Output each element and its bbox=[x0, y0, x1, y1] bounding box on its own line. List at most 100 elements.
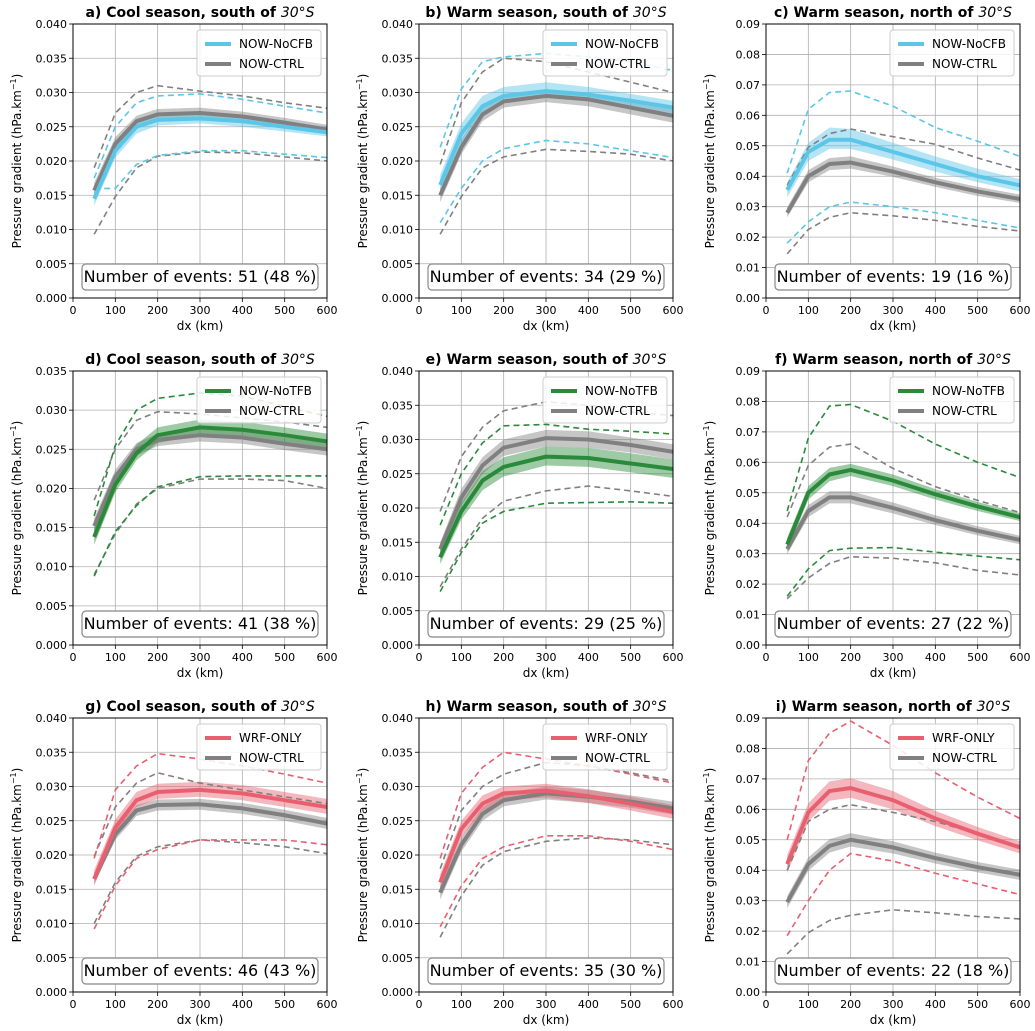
quantile-line bbox=[93, 478, 327, 575]
quantile-line bbox=[93, 151, 327, 235]
events-count: Number of events: 34 (29 %) bbox=[430, 267, 663, 286]
plot-area bbox=[438, 52, 673, 235]
y-tick-label: 0.040 bbox=[36, 18, 68, 31]
events-count: Number of events: 35 (30 %) bbox=[430, 961, 663, 980]
y-tick-label: 0.010 bbox=[382, 224, 414, 237]
quantile-line bbox=[93, 84, 327, 169]
x-tick-label: 300 bbox=[190, 651, 211, 664]
axes-frame bbox=[765, 717, 1021, 993]
panel-h: 0.000 0.005 0.010 0.015 0.020 0.025 0.030 0.035… bbox=[355, 699, 684, 1027]
median-line bbox=[92, 433, 327, 527]
legend-label: NOW-NoCFB bbox=[585, 37, 659, 51]
plot-area bbox=[438, 751, 673, 938]
x-tick-label: 0 bbox=[70, 651, 77, 664]
y-axis-label: Pressure gradient (hPa.km−1) bbox=[702, 421, 717, 596]
y-tick-label: 0.020 bbox=[36, 155, 68, 168]
panel-title-main: g) Cool season, south of bbox=[85, 699, 281, 715]
y-tick-label: 0.020 bbox=[382, 849, 414, 862]
y-tick-label: 0.015 bbox=[382, 883, 414, 896]
quantile-line bbox=[439, 148, 673, 235]
y-tick-label: 0.040 bbox=[382, 365, 414, 378]
y-tick-label: 0.005 bbox=[36, 952, 68, 965]
panel-title-suffix: 30°S bbox=[633, 699, 667, 715]
axes-frame bbox=[765, 370, 1021, 646]
y-axis-label-main: Pressure gradient (hPa.km bbox=[703, 90, 717, 248]
y-axis-label-sup: −1 bbox=[355, 772, 364, 784]
panel-g: 0.000 0.005 0.010 0.015 0.020 0.025 0.030 0.035… bbox=[9, 699, 338, 1027]
y-tick-label: 0.015 bbox=[36, 522, 68, 535]
panel-title: e) Warm season, south of 30°S bbox=[426, 352, 667, 368]
y-tick-label: 0.030 bbox=[382, 434, 414, 447]
x-tick-label: 0 bbox=[763, 998, 770, 1011]
y-axis-label: Pressure gradient (hPa.km−1) bbox=[702, 74, 717, 249]
x-tick-label: 300 bbox=[883, 998, 904, 1011]
panel-title: d) Cool season, south of 30°S bbox=[85, 352, 315, 368]
events-count: Number of events: 19 (16 %) bbox=[777, 267, 1010, 286]
median-line bbox=[438, 788, 673, 884]
panel-title-main: a) Cool season, south of bbox=[85, 5, 280, 21]
x-tick-label: 400 bbox=[578, 998, 599, 1011]
x-tick-label: 600 bbox=[317, 304, 338, 317]
median-line bbox=[92, 425, 327, 538]
y-tick-label: 0.09 bbox=[736, 365, 761, 378]
x-tick-label: 200 bbox=[147, 651, 168, 664]
quantile-line bbox=[786, 443, 1020, 518]
y-tick-label: 0.00 bbox=[736, 292, 761, 305]
panel-title-main: h) Warm season, south of bbox=[425, 699, 632, 715]
plot-area bbox=[785, 90, 1020, 255]
events-count: Number of events: 27 (22 %) bbox=[777, 614, 1010, 633]
y-tick-label: 0.025 bbox=[382, 815, 414, 828]
quantile-line bbox=[93, 93, 327, 179]
x-tick-label: 400 bbox=[232, 304, 253, 317]
panel-title-suffix: 30°S bbox=[978, 5, 1012, 21]
legend-label: NOW-CTRL bbox=[585, 57, 650, 71]
x-tick-label: 600 bbox=[1010, 998, 1031, 1011]
events-count: Number of events: 46 (43 %) bbox=[84, 961, 317, 980]
y-axis-label-sup: −1 bbox=[702, 772, 711, 784]
panel-title-suffix: 30°S bbox=[281, 5, 315, 21]
events-count: Number of events: 29 (25 %) bbox=[430, 614, 663, 633]
x-tick-label: 500 bbox=[274, 651, 295, 664]
panel-title-suffix: 30°S bbox=[977, 699, 1011, 715]
quantile-line bbox=[94, 149, 327, 190]
y-tick-label: 0.00 bbox=[736, 986, 761, 999]
quantile-line bbox=[786, 128, 1020, 186]
y-tick-label: 0.03 bbox=[736, 548, 761, 561]
y-tick-label: 0.040 bbox=[36, 712, 68, 725]
y-tick-label: 0.035 bbox=[36, 746, 68, 759]
quantile-line bbox=[439, 501, 673, 592]
median-line bbox=[785, 137, 1020, 191]
x-tick-label: 200 bbox=[493, 651, 514, 664]
panel-title-main: i) Warm season, north of bbox=[776, 699, 977, 715]
spread-band bbox=[440, 446, 673, 565]
quantile-line bbox=[439, 423, 673, 526]
y-tick-label: 0.035 bbox=[382, 52, 414, 65]
x-tick-label: 200 bbox=[493, 304, 514, 317]
quantile-line bbox=[93, 839, 327, 930]
panel-title-suffix: 30°S bbox=[633, 352, 667, 368]
y-tick-label: 0.015 bbox=[382, 189, 414, 202]
y-tick-label: 0.00 bbox=[736, 639, 761, 652]
panel-title: h) Warm season, south of 30°S bbox=[425, 699, 666, 715]
events-box bbox=[81, 610, 319, 638]
plot-area bbox=[785, 720, 1020, 955]
events-count: Number of events: 51 (48 %) bbox=[84, 267, 317, 286]
y-tick-label: 0.01 bbox=[736, 956, 761, 969]
panel-title: g) Cool season, south of 30°S bbox=[85, 699, 315, 715]
quantile-line bbox=[786, 201, 1020, 244]
y-tick-label: 0.02 bbox=[736, 231, 761, 244]
y-tick-label: 0.020 bbox=[36, 482, 68, 495]
axes-frame bbox=[418, 717, 674, 993]
legend-label: NOW-NoTFB bbox=[239, 384, 312, 398]
x-axis-label: dx (km) bbox=[523, 666, 570, 680]
spread-band bbox=[787, 127, 1020, 198]
x-tick-label: 400 bbox=[925, 998, 946, 1011]
quantile-line bbox=[786, 546, 1020, 597]
y-tick-label: 0.05 bbox=[736, 834, 761, 847]
median-line bbox=[785, 837, 1020, 904]
median-line bbox=[438, 93, 673, 197]
x-tick-label: 300 bbox=[536, 651, 557, 664]
x-tick-label: 400 bbox=[578, 304, 599, 317]
y-tick-label: 0.08 bbox=[736, 395, 761, 408]
y-tick-label: 0.06 bbox=[736, 803, 761, 816]
